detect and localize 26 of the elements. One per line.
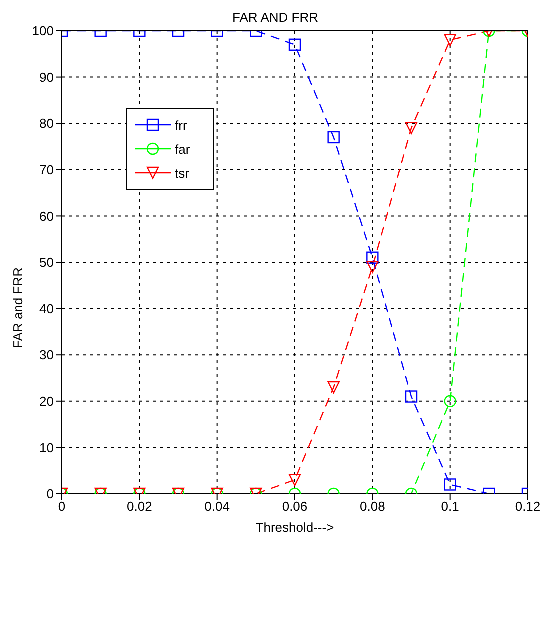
point: [366, 252, 379, 264]
y-tick-label: 40: [40, 301, 54, 316]
y-tick-label: 80: [40, 116, 54, 132]
y-axis-title: FAR and FRR: [10, 268, 26, 348]
legend-label: far: [175, 142, 190, 156]
legend-label: frr: [175, 118, 188, 132]
x-axis-title: Threshold--->: [256, 520, 334, 535]
x-tick-label: 0.1: [441, 499, 460, 514]
y-tick-label: 70: [40, 162, 54, 178]
y-tick-label: 90: [40, 70, 54, 85]
x-tick-label: 0.06: [282, 499, 308, 514]
y-tick-label: 100: [32, 24, 54, 39]
point: [366, 261, 379, 274]
x-tick-label: 0.04: [204, 499, 230, 514]
x-tick-label: 0.12: [515, 499, 541, 514]
y-tick-label: 60: [40, 208, 54, 224]
x-tick-label: 0: [58, 499, 66, 514]
legend-label: tsr: [175, 166, 190, 180]
y-tick-label: 0: [46, 486, 54, 502]
y-tick-label: 50: [40, 255, 54, 270]
y-tick-label: 30: [40, 348, 54, 363]
y-tick-label: 20: [40, 394, 54, 410]
chart-title: FAR AND FRR: [232, 10, 320, 25]
x-tick-label: 0.02: [127, 499, 152, 514]
x-tick-label: 0.08: [360, 499, 386, 514]
y-tick-label: 10: [40, 440, 54, 456]
